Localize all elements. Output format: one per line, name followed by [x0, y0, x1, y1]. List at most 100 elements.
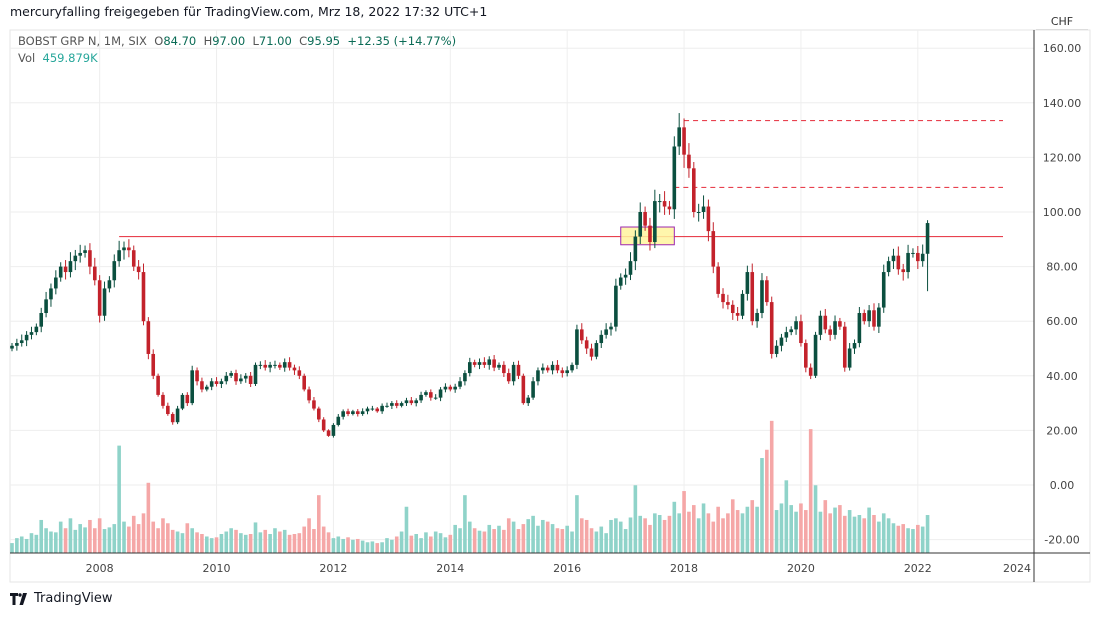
price-axis[interactable]: 160.00 140.00 120.00 100.00 80.00 60.00 40.00 2…	[1043, 42, 1082, 546]
grid	[10, 30, 1034, 553]
price-tick-label: 100.00	[1043, 206, 1082, 219]
volume-bar	[24, 538, 29, 553]
volume-bar	[219, 534, 224, 553]
candle-body	[633, 236, 638, 262]
volume-bar	[594, 531, 599, 553]
time-tick-label: 2018	[670, 562, 698, 575]
tradingview-brand[interactable]: TradingView	[10, 591, 113, 606]
volume-bar	[618, 521, 623, 553]
volume-bar	[648, 524, 652, 553]
candle-body	[765, 280, 769, 303]
volume-bar	[511, 521, 516, 553]
candle-body	[102, 288, 107, 316]
volume-bar	[901, 524, 906, 553]
candle-body	[784, 332, 789, 338]
candle-body	[745, 272, 750, 294]
volume-bar	[200, 534, 204, 553]
candle-body	[901, 269, 906, 273]
candle-body	[385, 405, 389, 407]
volume-bar	[521, 524, 526, 553]
time-tick-label: 2024	[1003, 562, 1031, 575]
volume-bar	[804, 510, 808, 553]
volume-bar	[774, 510, 779, 553]
candle-body	[127, 247, 131, 251]
candle-body	[667, 206, 672, 210]
volume-bar	[575, 495, 579, 553]
candle-body	[779, 337, 784, 346]
volume-bar	[92, 528, 97, 553]
volume-bar	[808, 429, 813, 553]
candle-body	[58, 266, 63, 278]
candle-body	[326, 430, 331, 436]
volume-bar	[920, 526, 925, 553]
currency-label[interactable]: CHF	[1036, 15, 1088, 30]
volume-bar	[867, 507, 871, 553]
candle-body	[321, 419, 326, 431]
candle-body	[920, 253, 925, 262]
volume-bar	[667, 515, 672, 553]
volume-bar	[789, 505, 793, 553]
volume-bar	[360, 540, 365, 553]
volume-bar	[326, 532, 331, 553]
candle-body	[24, 334, 29, 341]
volume-bar	[677, 513, 681, 553]
candle-body	[701, 206, 706, 212]
volume-bar	[565, 525, 569, 553]
candle-body	[877, 307, 881, 327]
volume-bar	[385, 538, 389, 553]
candle-body	[838, 321, 842, 327]
candle-body	[307, 389, 311, 401]
candle-body	[531, 381, 535, 398]
price-tick-label: 20.00	[1046, 424, 1078, 437]
candle-body	[467, 362, 472, 374]
volume-bar	[877, 521, 881, 553]
volume-bar	[638, 515, 643, 553]
candle-body	[886, 261, 891, 273]
candle-body	[560, 370, 565, 374]
candle-body	[414, 400, 419, 404]
volume-bar	[136, 524, 141, 553]
volume-bar	[73, 529, 78, 553]
time-tick-label: 2012	[319, 562, 347, 575]
price-tick-label: 40.00	[1046, 370, 1078, 383]
candle-body	[78, 252, 82, 256]
price-tick-label: 120.00	[1043, 151, 1082, 164]
candle-body	[117, 250, 121, 262]
volume-bar	[112, 524, 117, 553]
candle-body	[380, 405, 384, 412]
candle-body	[721, 293, 725, 303]
rectangle-drawing	[620, 226, 675, 246]
volume-bar	[44, 528, 48, 553]
volume-bar	[726, 513, 730, 553]
candle-body	[911, 252, 915, 254]
candle-body	[916, 252, 920, 262]
candle-body	[906, 252, 910, 273]
volume-bar	[278, 531, 282, 553]
candle-body	[867, 310, 871, 322]
candle-body	[692, 168, 696, 212]
volume-bar	[409, 535, 414, 553]
candle-body	[68, 261, 73, 273]
volume-bar	[643, 518, 647, 553]
volume-bars	[10, 420, 930, 553]
candle-body	[511, 364, 516, 382]
volume-bar	[711, 521, 716, 553]
candle-body	[726, 302, 730, 305]
volume-bar	[336, 536, 341, 553]
candle-body	[88, 250, 92, 267]
candle-body	[409, 400, 414, 404]
candle-body	[39, 313, 44, 327]
candle-body	[429, 392, 433, 398]
candle-body	[190, 370, 194, 404]
volume-bar	[229, 528, 233, 553]
candle-body	[769, 302, 774, 354]
drawings[interactable]	[119, 119, 1003, 246]
volume-bar	[365, 542, 370, 553]
volume-bar	[765, 449, 769, 553]
time-axis[interactable]: 2008 2010 2012 2014 2016 2018 2020 2022 2024	[86, 562, 1031, 575]
candle-body	[375, 408, 380, 412]
volume-bar	[209, 538, 214, 553]
candle-body	[209, 381, 214, 387]
candle-body	[648, 225, 652, 243]
